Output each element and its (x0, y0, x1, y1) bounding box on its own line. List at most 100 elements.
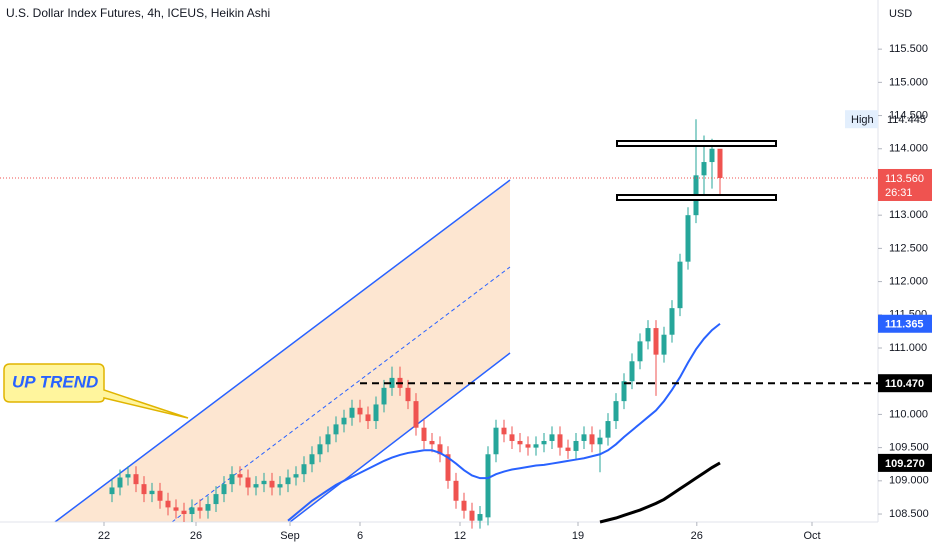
callout-text: UP TREND (12, 372, 98, 391)
currency: USD (889, 8, 912, 20)
channel-upper (54, 179, 511, 523)
candle-body (237, 474, 243, 478)
y-tick-label: 115.000 (889, 76, 928, 88)
candle-body (653, 328, 659, 355)
candle-body (429, 440, 435, 445)
candle-body (349, 407, 355, 418)
candle-body (109, 487, 115, 495)
candle-body (285, 477, 291, 485)
candle-body (573, 440, 579, 451)
ma-price-box (878, 453, 932, 472)
candle-body (533, 444, 539, 448)
drawings (54, 179, 511, 523)
candle-body (589, 434, 595, 445)
candles (109, 119, 723, 529)
candle-body (717, 148, 723, 178)
candle-body (357, 407, 363, 415)
candle-body (413, 401, 419, 428)
candle-body (389, 377, 395, 388)
candle-body (605, 421, 611, 438)
candle-body (301, 464, 307, 475)
candle-body (493, 427, 499, 455)
ma-price-box (878, 314, 932, 333)
countdown: 26:31 (885, 187, 913, 199)
candle-body (549, 434, 555, 441)
high-text: High (851, 114, 874, 126)
x-tick-label: Sep (280, 530, 300, 542)
candle-body (197, 507, 203, 511)
y-tick-label: 114.500 (889, 109, 928, 121)
x-tick-label: 22 (98, 530, 110, 542)
channel-lower (289, 352, 511, 523)
ma-line (287, 322, 721, 522)
y-tick-label: 113.000 (889, 209, 928, 221)
candle-body (317, 444, 323, 455)
ma-price-label: 109.270 (885, 458, 925, 470)
candle-body (245, 477, 251, 488)
candle-body (461, 500, 467, 511)
level-price-label: 110.470 (885, 378, 924, 390)
candle-body (165, 500, 171, 508)
candle-body (517, 440, 523, 445)
candle-body (685, 215, 691, 262)
last-price-box (878, 168, 932, 201)
y-tick-label: 112.000 (889, 275, 928, 287)
candle-body (453, 480, 459, 501)
y-tick-label: 109.000 (889, 475, 929, 487)
candle-body (477, 514, 483, 521)
candle-body (565, 447, 571, 451)
candle-body (645, 328, 651, 342)
candle-body (229, 474, 235, 485)
y-tick-label: 114.000 (889, 143, 928, 155)
high-label: 114.445 (887, 114, 926, 126)
candle-body (381, 387, 387, 405)
y-tick-label: 110.000 (889, 408, 928, 420)
candle-body (173, 507, 179, 511)
candle-body (181, 510, 187, 515)
candle-body (125, 474, 131, 478)
candle-body (421, 427, 427, 441)
candle-body (485, 454, 491, 518)
y-tick-label: 108.500 (889, 508, 929, 520)
resistance-box (616, 140, 777, 147)
candle-body (469, 510, 475, 521)
candle-body (437, 444, 443, 455)
candle-body (405, 387, 411, 402)
candle-body (205, 504, 211, 511)
y-tick-label: 109.500 (889, 442, 929, 454)
candle-body (525, 444, 531, 448)
high-box (845, 110, 878, 129)
chart-title: U.S. Dollar Index Futures, 4h, ICEUS, He… (6, 6, 270, 20)
x-tick-label: 26 (190, 530, 202, 542)
y-tick-label: 115.500 (889, 43, 928, 55)
candle-body (373, 404, 379, 422)
candle-body (509, 434, 515, 441)
x-tick-label: 12 (454, 530, 466, 542)
candle-body (613, 401, 619, 422)
candle-body (365, 414, 371, 422)
candle-body (581, 434, 587, 441)
candle-body (325, 434, 331, 445)
x-tick-label: 26 (691, 530, 703, 542)
candle-body (701, 162, 707, 176)
x-tick-label: Oct (803, 530, 820, 542)
ma-line (599, 461, 721, 524)
candle-body (445, 454, 451, 481)
candle-body (597, 437, 603, 445)
candle-body (661, 334, 667, 355)
x-tick-label: 6 (357, 530, 363, 542)
candle-body (133, 474, 139, 485)
candle-body (677, 261, 683, 309)
candle-body (221, 484, 227, 495)
candle-body (269, 480, 275, 488)
y-tick-label: 111.000 (889, 342, 927, 354)
candle-body (629, 361, 635, 382)
y-tick-label: 112.500 (889, 242, 928, 254)
x-tick-label: 19 (572, 530, 584, 542)
candle-body (141, 484, 147, 495)
candle-body (557, 434, 563, 448)
candle-body (309, 454, 315, 465)
candle-body (669, 308, 675, 335)
candle-body (253, 484, 259, 488)
candle-body (501, 427, 507, 435)
